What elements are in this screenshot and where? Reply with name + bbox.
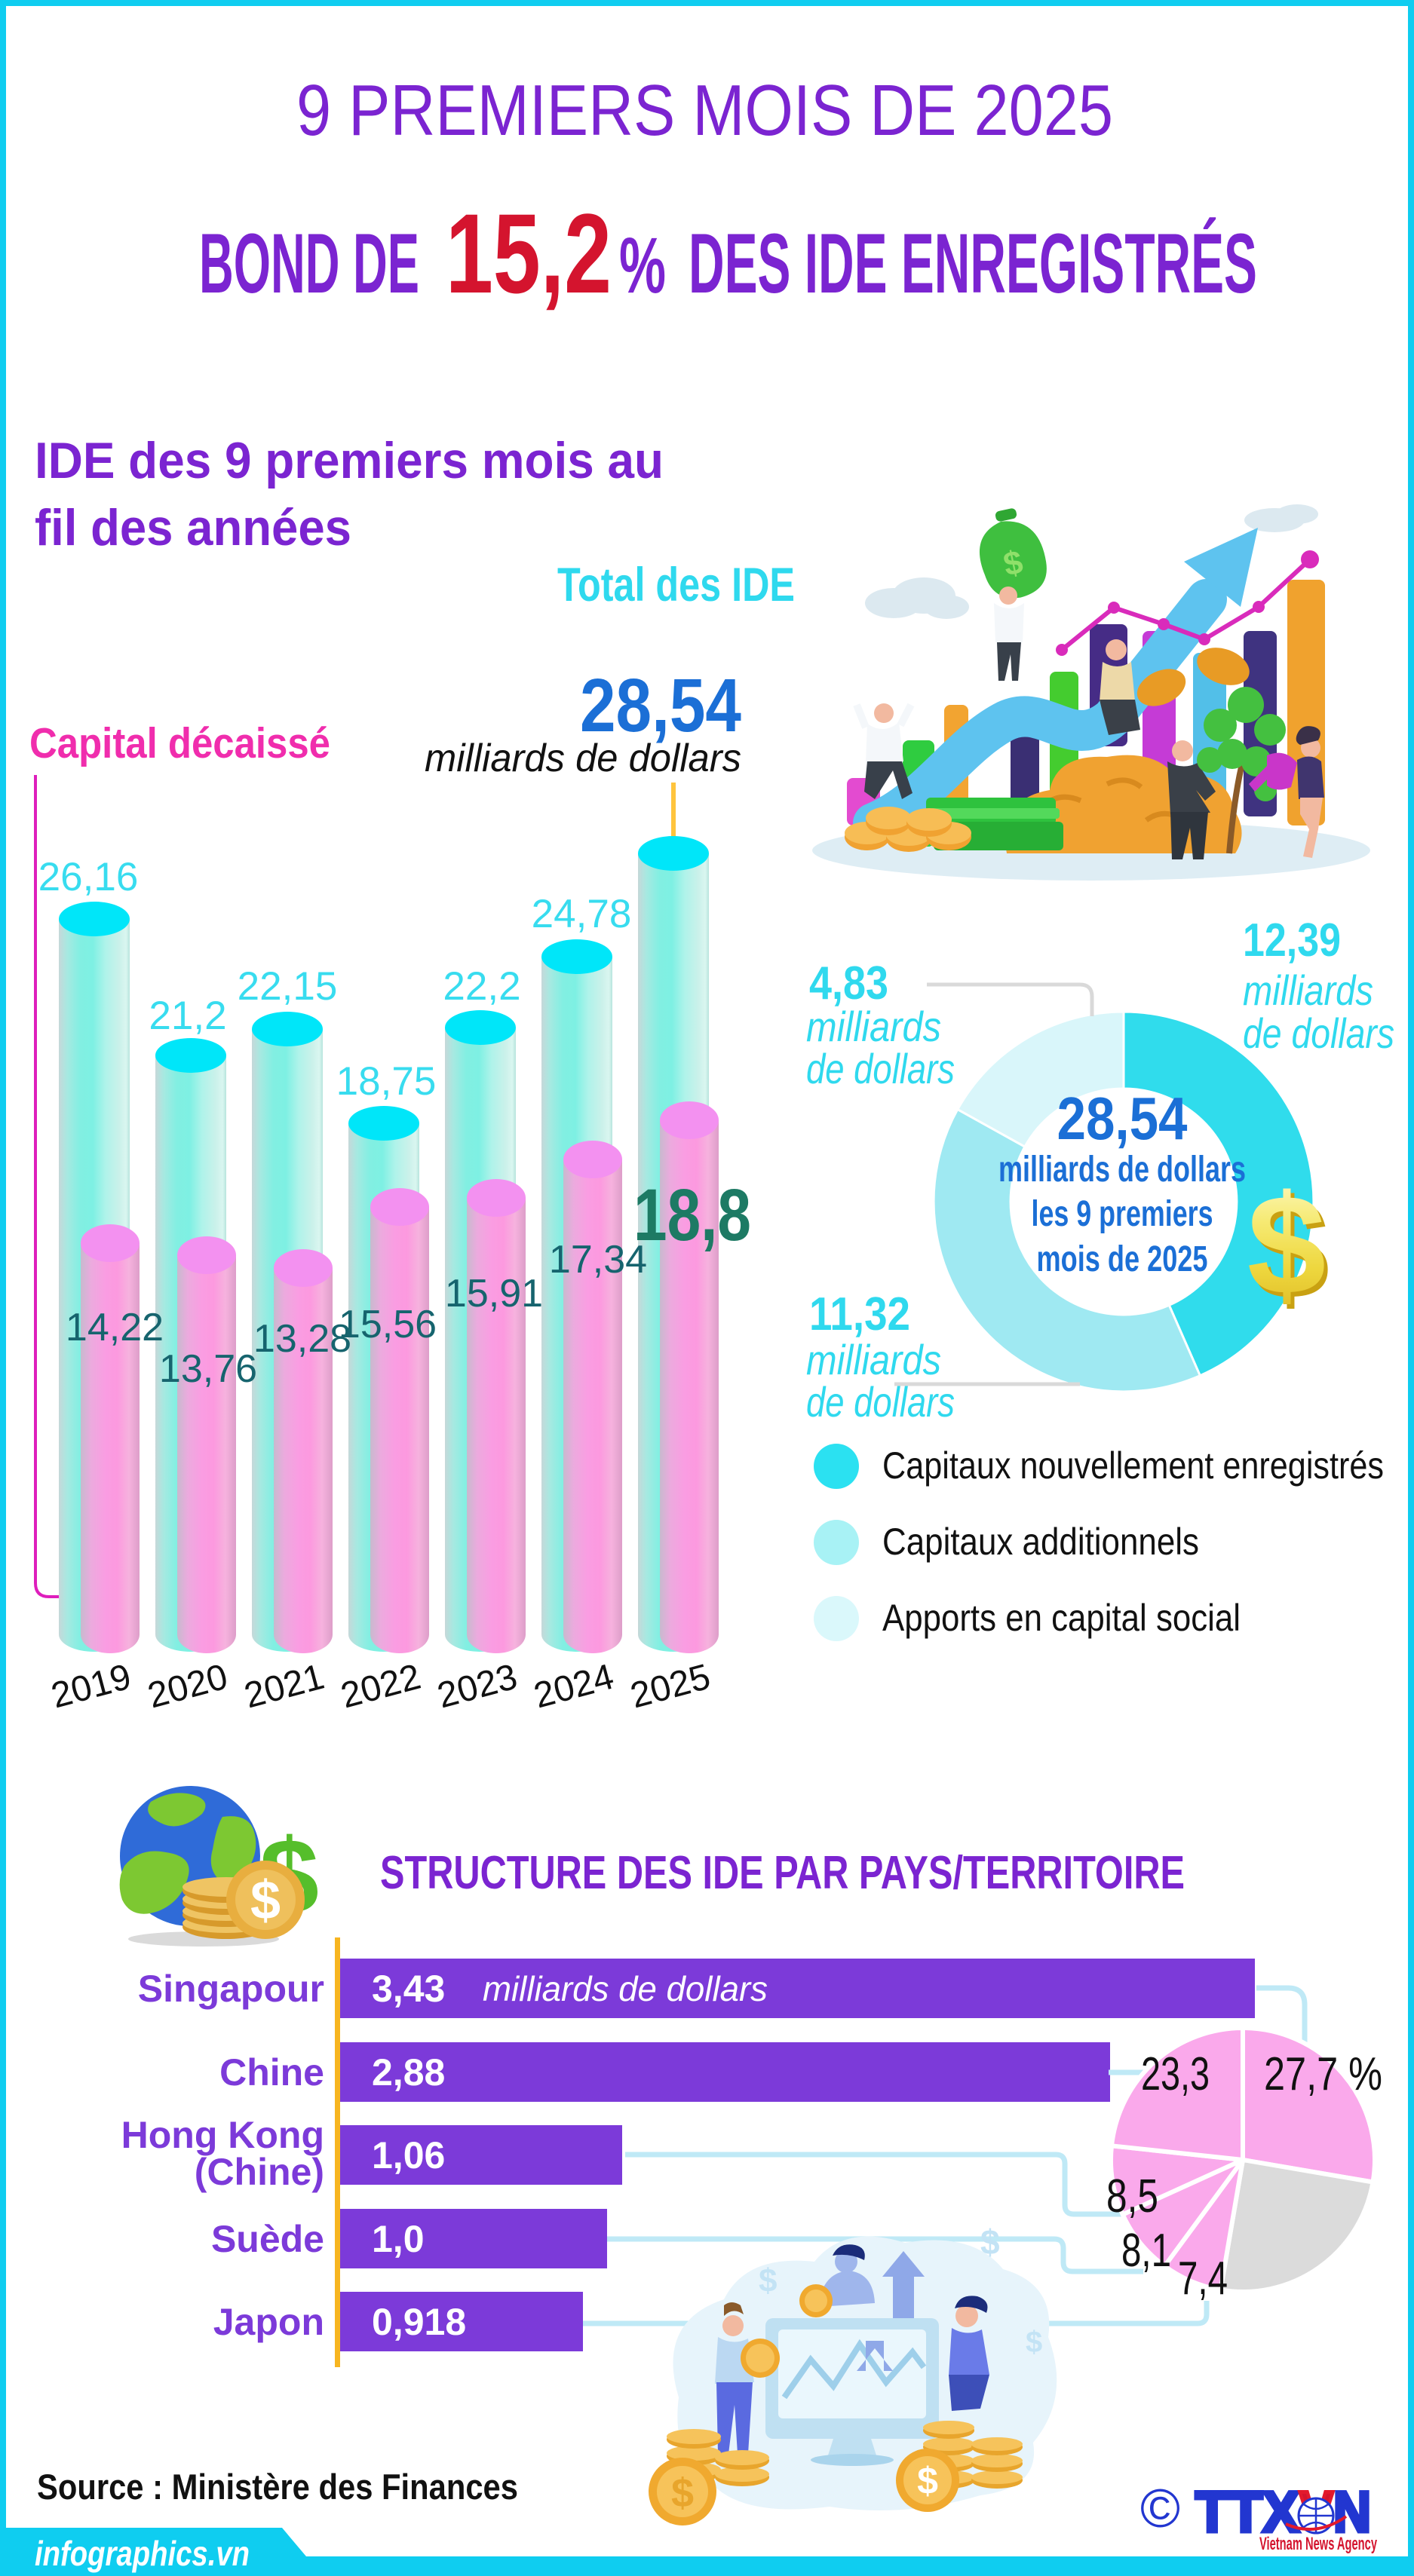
svg-text:22,2: 22,2 — [443, 964, 520, 1009]
svg-text:18,8: 18,8 — [633, 1174, 751, 1256]
svg-text:infographics.vn: infographics.vn — [35, 2534, 250, 2573]
svg-text:9 PREMIERS MOIS DE 2025: 9 PREMIERS MOIS DE 2025 — [296, 70, 1113, 151]
svg-text:milliards de dollars: milliards de dollars — [483, 1969, 768, 2008]
svg-text:28,54: 28,54 — [580, 663, 741, 748]
svg-text:Chine: Chine — [219, 2051, 324, 2094]
svg-text:2,88: 2,88 — [372, 2051, 445, 2094]
svg-text:TTX: TTX — [1195, 2480, 1299, 2544]
svg-text:de dollars: de dollars — [1243, 1009, 1394, 1057]
svg-text:3,43: 3,43 — [372, 1968, 445, 2010]
svg-text:$: $ — [250, 1870, 281, 1931]
svg-text:8,1: 8,1 — [1121, 2225, 1171, 2277]
svg-text:de dollars: de dollars — [806, 1045, 955, 1092]
svg-text:milliards: milliards — [1243, 966, 1373, 1014]
svg-text:Capitaux additionnels: Capitaux additionnels — [882, 1521, 1199, 1563]
svg-text:Apports en capital social: Apports en capital social — [882, 1597, 1241, 1639]
svg-text:milliards: milliards — [806, 1336, 941, 1383]
svg-text:$: $ — [917, 2460, 938, 2502]
svg-text:IDE des 9 premiers mois au: IDE des 9 premiers mois au — [35, 432, 664, 489]
svg-text:milliards de dollars: milliards de dollars — [425, 737, 741, 780]
svg-text:26,16: 26,16 — [38, 855, 139, 899]
svg-text:(Chine): (Chine) — [195, 2151, 324, 2193]
svg-text:$: $ — [1251, 1170, 1330, 1328]
svg-text:21,2: 21,2 — [149, 994, 226, 1038]
svg-text:12,39: 12,39 — [1243, 914, 1341, 966]
svg-text:14,22: 14,22 — [66, 1306, 164, 1349]
svg-text:mois de 2025: mois de 2025 — [1037, 1239, 1208, 1279]
svg-text:23,3: 23,3 — [1141, 2048, 1210, 2100]
svg-text:15,91: 15,91 — [445, 1272, 543, 1316]
svg-text:0,918: 0,918 — [372, 2301, 466, 2343]
svg-text:les 9 premiers: les 9 premiers — [1032, 1194, 1213, 1234]
svg-text:18,75: 18,75 — [336, 1059, 437, 1104]
svg-text:N: N — [1333, 2480, 1371, 2544]
svg-text:7,4: 7,4 — [1178, 2253, 1228, 2305]
svg-text:$: $ — [1247, 1165, 1327, 1324]
svg-text:27,7 %: 27,7 % — [1264, 2048, 1382, 2100]
svg-text:4,83: 4,83 — [809, 957, 888, 1009]
svg-text:Vietnam News Agency: Vietnam News Agency — [1259, 2534, 1377, 2554]
svg-text:1,06: 1,06 — [372, 2134, 445, 2176]
svg-text:Japon: Japon — [213, 2301, 324, 2343]
svg-text:Capital décaissé: Capital décaissé — [29, 719, 330, 767]
svg-text:Singapour: Singapour — [138, 1968, 324, 2010]
svg-text:Suède: Suède — [211, 2218, 324, 2260]
svg-text:DES IDE ENREGISTRÉS: DES IDE ENREGISTRÉS — [689, 216, 1257, 311]
svg-text:©: © — [1140, 2479, 1180, 2539]
svg-text:1,0: 1,0 — [372, 2218, 425, 2260]
svg-text:milliards de dollars: milliards de dollars — [998, 1150, 1246, 1190]
svg-text:15,56: 15,56 — [339, 1303, 437, 1346]
svg-text:Hong Kong: Hong Kong — [121, 2114, 324, 2156]
svg-text:8,5: 8,5 — [1106, 2170, 1158, 2222]
svg-text:BOND DE: BOND DE — [199, 216, 419, 311]
svg-text:15,2: 15,2 — [446, 190, 612, 317]
svg-text:Total des IDE: Total des IDE — [557, 559, 795, 611]
svg-text:$: $ — [671, 2470, 694, 2516]
svg-text:Source : Ministère des Finance: Source : Ministère des Finances — [37, 2467, 518, 2507]
svg-text:28,54: 28,54 — [1057, 1085, 1188, 1152]
svg-text:fil des années: fil des années — [35, 499, 351, 556]
svg-text:11,32: 11,32 — [809, 1288, 910, 1340]
svg-text:milliards: milliards — [806, 1003, 941, 1050]
svg-text:24,78: 24,78 — [532, 892, 632, 936]
svg-text:$: $ — [1026, 2326, 1042, 2359]
svg-text:Capitaux nouvellement enregist: Capitaux nouvellement enregistrés — [882, 1444, 1384, 1487]
svg-text:$: $ — [759, 2262, 777, 2299]
svg-text:13,28: 13,28 — [253, 1317, 351, 1361]
svg-text:17,34: 17,34 — [549, 1238, 647, 1282]
svg-text:STRUCTURE DES IDE PAR PAYS/TER: STRUCTURE DES IDE PAR PAYS/TERRITOIRE — [380, 1847, 1185, 1899]
svg-text:22,15: 22,15 — [238, 964, 338, 1009]
svg-text:%: % — [619, 222, 666, 310]
svg-text:$: $ — [980, 2222, 1000, 2262]
svg-text:13,76: 13,76 — [159, 1347, 257, 1391]
